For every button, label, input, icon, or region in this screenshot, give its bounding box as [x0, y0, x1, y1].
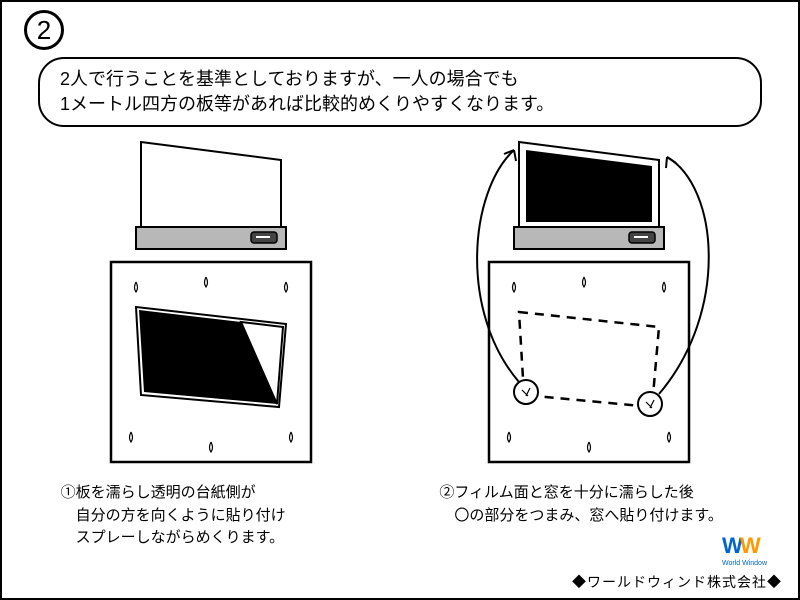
panels-row: ①板を濡らし透明の台紙側が 自分の方を向くように貼り付け スプレーしながらめくり…: [2, 132, 798, 550]
caption-right: ②フィルム面と窓を十分に濡らした後 〇の部分をつまみ、窓へ貼り付けます。: [419, 482, 743, 527]
footer: W W World Window ◆ワールドウィンド株式会社◆: [572, 533, 782, 592]
illustration-right: [419, 132, 759, 472]
board-dashed-icon: [489, 262, 689, 462]
step-number-text: 2: [37, 15, 51, 46]
tip-text: 2人で行うことを基準としておりますが、一人の場合でも 1メートル四方の板等があれ…: [60, 69, 554, 114]
company-logo: W W World Window: [722, 533, 782, 572]
company-name: ◆ワールドウィンド株式会社◆: [572, 572, 782, 592]
svg-text:W: W: [740, 533, 761, 558]
panel-right: ②フィルム面と窓を十分に濡らした後 〇の部分をつまみ、窓へ貼り付けます。: [419, 132, 759, 550]
step-number-badge: 2: [24, 10, 64, 50]
caption-left: ①板を濡らし透明の台紙側が 自分の方を向くように貼り付け スプレーしながらめくり…: [41, 482, 306, 550]
car-window-icon: [136, 142, 286, 249]
panel-left: ①板を濡らし透明の台紙側が 自分の方を向くように貼り付け スプレーしながらめくり…: [41, 132, 381, 550]
tip-bubble: 2人で行うことを基準としておりますが、一人の場合でも 1メートル四方の板等があれ…: [38, 57, 762, 127]
car-window-applied-icon: [514, 142, 664, 249]
illustration-left: [41, 132, 381, 472]
logo-subtext: World Window: [722, 560, 768, 567]
board-with-film-icon: [111, 262, 311, 462]
